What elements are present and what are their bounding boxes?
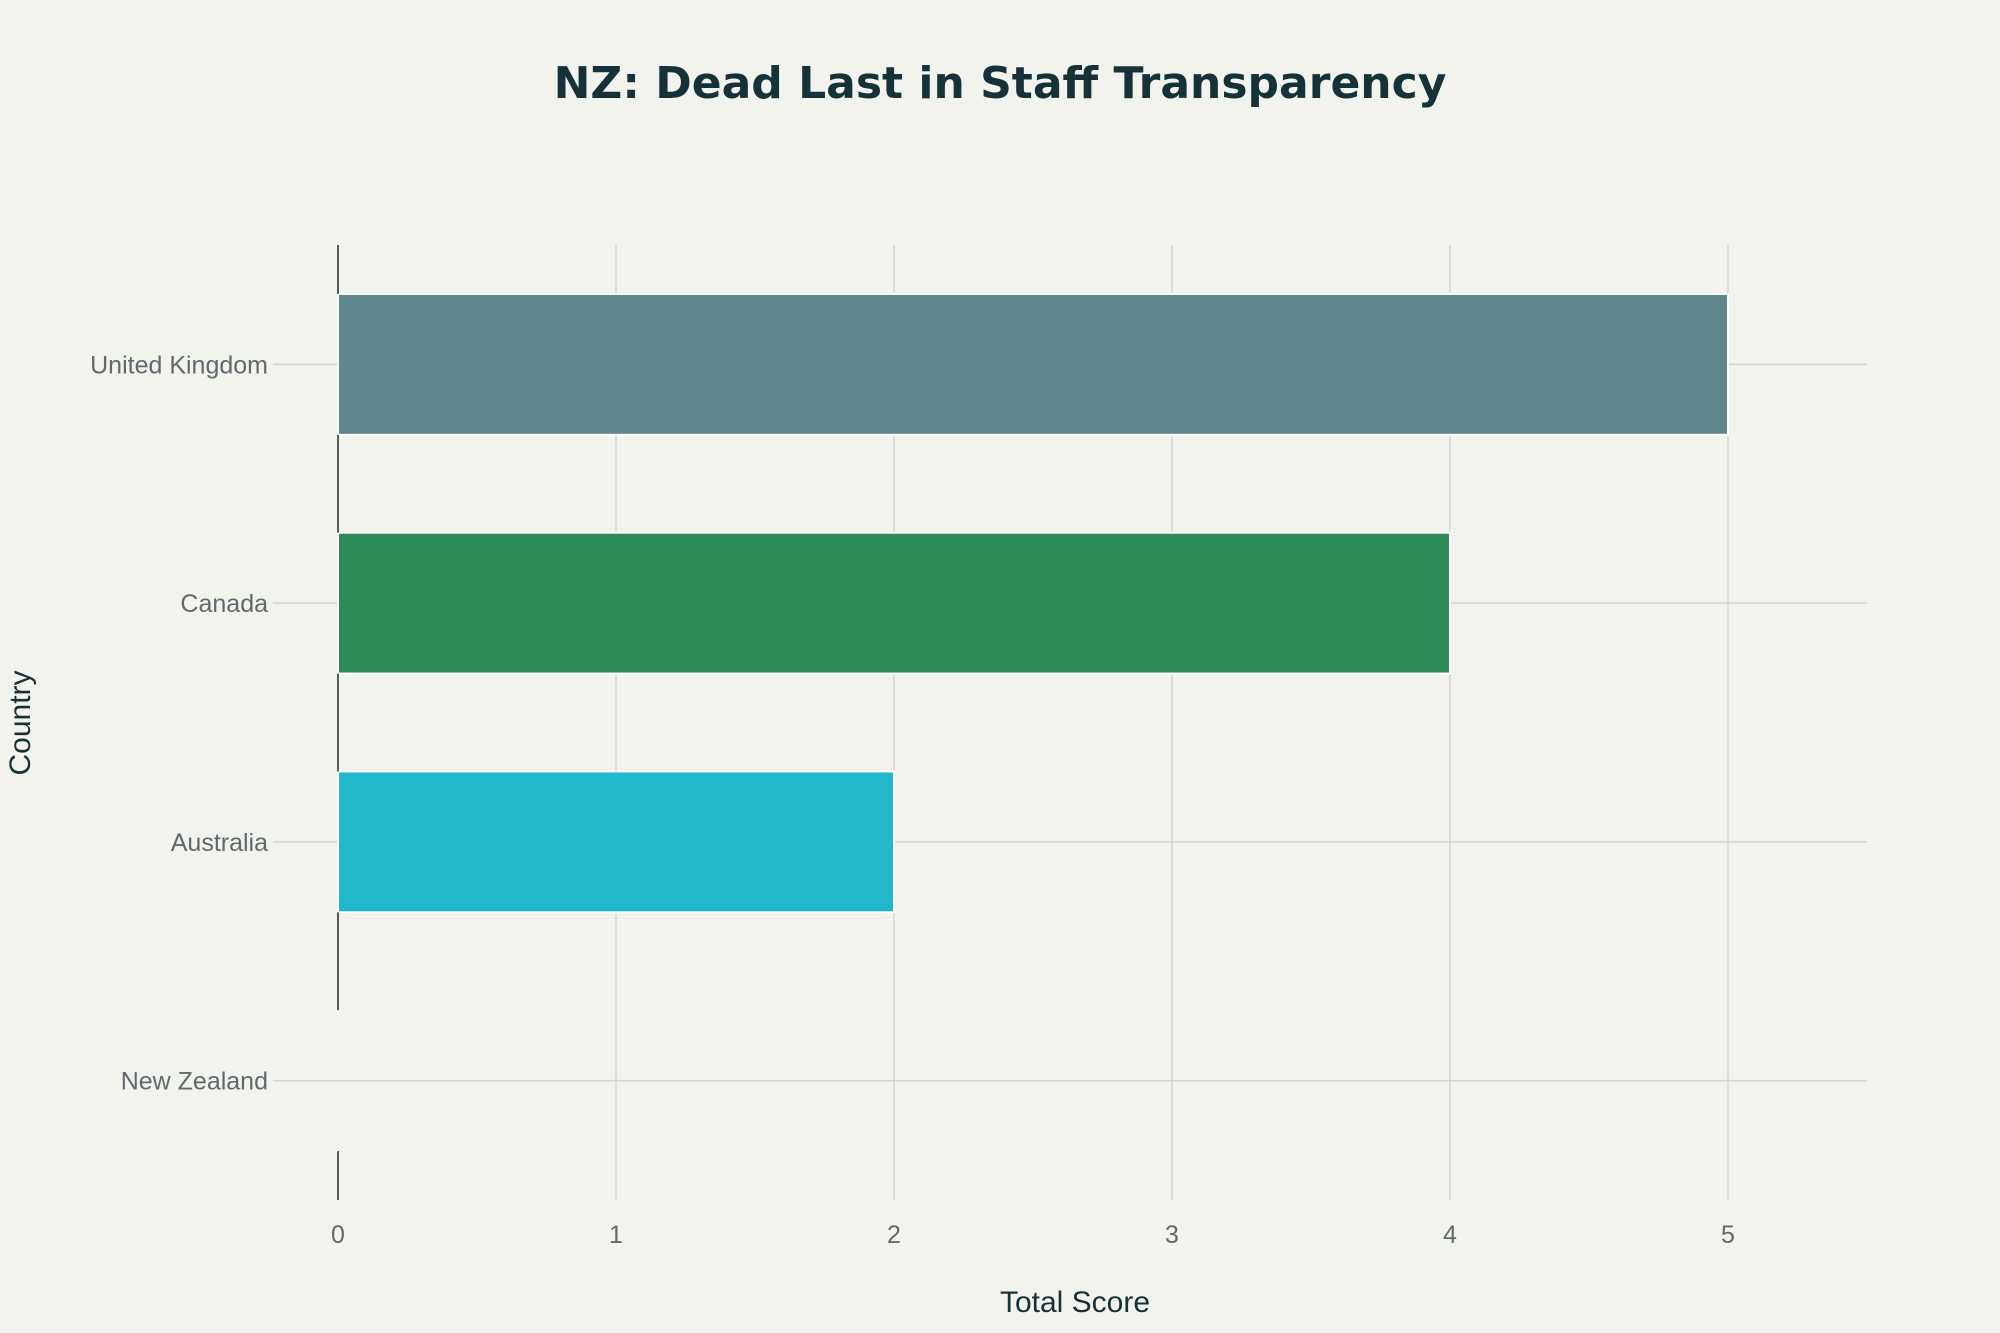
y-tick-label-australia: Australia (171, 829, 268, 857)
y-tick-label-united-kingdom: United Kingdom (90, 351, 268, 379)
x-tick-label-2: 2 (887, 1221, 901, 1249)
x-tick-label-4: 4 (1443, 1221, 1457, 1249)
bars (337, 292, 1729, 914)
x-tick-label-3: 3 (1165, 1221, 1179, 1249)
bar-australia (337, 770, 895, 914)
bar-canada (337, 531, 1451, 675)
x-tick-label-5: 5 (1721, 1221, 1735, 1249)
y-tick-label-new-zealand: New Zealand (121, 1068, 268, 1096)
bar-united-kingdom (337, 292, 1729, 436)
x-tick-labels: 0 1 2 3 4 5 (331, 1221, 1735, 1249)
y-axis-title: Country (4, 670, 37, 775)
y-tick-label-canada: Canada (180, 590, 268, 618)
x-tick-label-0: 0 (331, 1221, 345, 1249)
x-axis-title: Total Score (1000, 1286, 1150, 1319)
x-tick-label-1: 1 (609, 1221, 623, 1249)
y-tick-labels: United Kingdom Canada Australia New Zealand (90, 351, 268, 1095)
chart-title: NZ: Dead Last in Staff Transparency (554, 58, 1447, 109)
